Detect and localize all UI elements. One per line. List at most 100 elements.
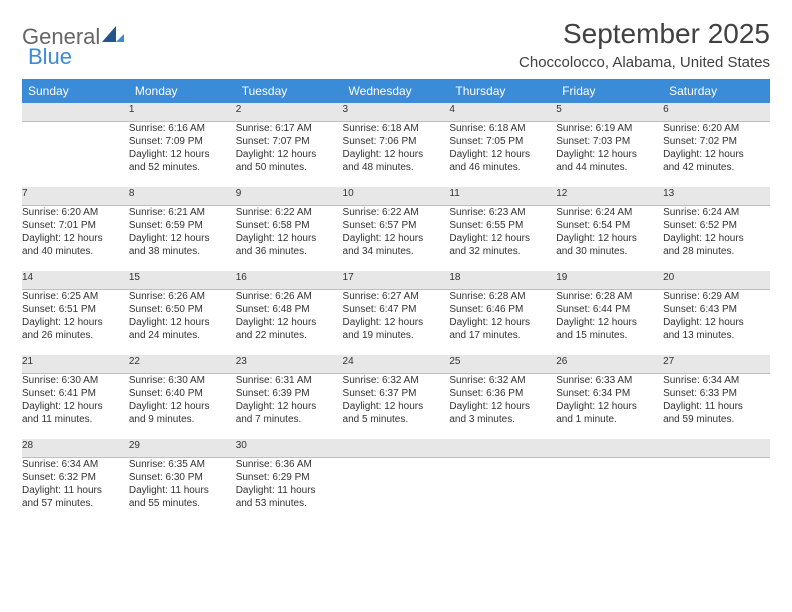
title-block: September 2025 Choccolocco, Alabama, Uni… [519,18,770,71]
day-info-line: Sunrise: 6:26 AM [129,290,236,303]
day-info-line: Daylight: 12 hours [236,400,343,413]
day-content-cell: Sunrise: 6:17 AMSunset: 7:07 PMDaylight:… [236,121,343,187]
day-content-row: Sunrise: 6:30 AMSunset: 6:41 PMDaylight:… [22,373,770,439]
day-content-cell: Sunrise: 6:25 AMSunset: 6:51 PMDaylight:… [22,289,129,355]
day-info-line: and 40 minutes. [22,245,129,258]
day-info-line: Sunset: 6:59 PM [129,219,236,232]
day-info-line: Sunset: 6:46 PM [449,303,556,316]
day-info-line: and 28 minutes. [663,245,770,258]
day-number-cell [22,103,129,121]
day-info-line: and 26 minutes. [22,329,129,342]
day-info-line: Daylight: 12 hours [129,232,236,245]
day-content-cell: Sunrise: 6:19 AMSunset: 7:03 PMDaylight:… [556,121,663,187]
day-content-cell [22,121,129,187]
day-info-line: and 42 minutes. [663,161,770,174]
location: Choccolocco, Alabama, United States [519,54,770,71]
day-info-line: Daylight: 12 hours [236,316,343,329]
day-number-cell: 25 [449,355,556,373]
day-info-line: and 55 minutes. [129,497,236,510]
day-info-line: Sunrise: 6:36 AM [236,458,343,471]
day-info-line: Daylight: 12 hours [22,316,129,329]
day-info-line: Sunset: 6:40 PM [129,387,236,400]
day-content-cell: Sunrise: 6:34 AMSunset: 6:32 PMDaylight:… [22,457,129,523]
day-number-cell: 30 [236,439,343,457]
day-number-cell: 6 [663,103,770,121]
day-number-cell: 16 [236,271,343,289]
day-info-line: Daylight: 12 hours [663,316,770,329]
day-info-line: Daylight: 12 hours [22,400,129,413]
day-info-line: Sunrise: 6:20 AM [663,122,770,135]
day-info-line: and 24 minutes. [129,329,236,342]
day-content-cell: Sunrise: 6:35 AMSunset: 6:30 PMDaylight:… [129,457,236,523]
day-info-line: Sunset: 6:43 PM [663,303,770,316]
day-info-line: Sunset: 7:07 PM [236,135,343,148]
day-content-cell: Sunrise: 6:20 AMSunset: 7:02 PMDaylight:… [663,121,770,187]
day-content-cell: Sunrise: 6:26 AMSunset: 6:50 PMDaylight:… [129,289,236,355]
day-info-line: Sunset: 6:57 PM [343,219,450,232]
day-content-cell: Sunrise: 6:28 AMSunset: 6:46 PMDaylight:… [449,289,556,355]
day-info-line: Sunrise: 6:27 AM [343,290,450,303]
day-info-line: Sunset: 6:37 PM [343,387,450,400]
day-info-line: Daylight: 12 hours [449,316,556,329]
day-info-line: and 34 minutes. [343,245,450,258]
day-info-line: and 48 minutes. [343,161,450,174]
day-info-line: Daylight: 12 hours [343,148,450,161]
day-info-line: Daylight: 12 hours [22,232,129,245]
day-number-cell: 7 [22,187,129,205]
day-info-line: Daylight: 12 hours [236,232,343,245]
day-info-line: Daylight: 12 hours [556,400,663,413]
day-content-cell: Sunrise: 6:30 AMSunset: 6:41 PMDaylight:… [22,373,129,439]
day-info-line: Sunset: 6:33 PM [663,387,770,400]
day-info-line: Sunset: 6:32 PM [22,471,129,484]
day-content-cell: Sunrise: 6:36 AMSunset: 6:29 PMDaylight:… [236,457,343,523]
day-info-line: Daylight: 11 hours [236,484,343,497]
weekday-header: Sunday [22,79,129,103]
day-info-line: and 52 minutes. [129,161,236,174]
calendar-table: SundayMondayTuesdayWednesdayThursdayFrid… [22,79,770,523]
day-info-line: and 17 minutes. [449,329,556,342]
day-number-cell: 5 [556,103,663,121]
day-info-line: and 15 minutes. [556,329,663,342]
day-info-line: Sunset: 6:36 PM [449,387,556,400]
day-info-line: and 9 minutes. [129,413,236,426]
day-content-cell: Sunrise: 6:24 AMSunset: 6:54 PMDaylight:… [556,205,663,271]
day-content-row: Sunrise: 6:20 AMSunset: 7:01 PMDaylight:… [22,205,770,271]
day-content-cell: Sunrise: 6:29 AMSunset: 6:43 PMDaylight:… [663,289,770,355]
day-info-line: and 46 minutes. [449,161,556,174]
day-number-row: 123456 [22,103,770,121]
day-content-cell [449,457,556,523]
day-info-line: Daylight: 12 hours [556,316,663,329]
day-info-line: Daylight: 12 hours [556,148,663,161]
day-info-line: Sunset: 6:39 PM [236,387,343,400]
day-number-cell: 1 [129,103,236,121]
day-info-line: Daylight: 12 hours [236,148,343,161]
day-number-cell: 22 [129,355,236,373]
day-content-cell: Sunrise: 6:18 AMSunset: 7:05 PMDaylight:… [449,121,556,187]
day-info-line: and 22 minutes. [236,329,343,342]
day-number-cell: 4 [449,103,556,121]
day-content-cell: Sunrise: 6:30 AMSunset: 6:40 PMDaylight:… [129,373,236,439]
day-content-cell: Sunrise: 6:24 AMSunset: 6:52 PMDaylight:… [663,205,770,271]
day-number-cell: 26 [556,355,663,373]
day-content-cell: Sunrise: 6:22 AMSunset: 6:57 PMDaylight:… [343,205,450,271]
calendar-header-row: SundayMondayTuesdayWednesdayThursdayFrid… [22,79,770,103]
day-info-line: Sunset: 6:30 PM [129,471,236,484]
day-number-row: 21222324252627 [22,355,770,373]
day-number-cell [343,439,450,457]
day-info-line: Sunset: 7:03 PM [556,135,663,148]
day-content-cell: Sunrise: 6:28 AMSunset: 6:44 PMDaylight:… [556,289,663,355]
day-info-line: Daylight: 12 hours [556,232,663,245]
day-info-line: and 36 minutes. [236,245,343,258]
day-info-line: Sunset: 6:29 PM [236,471,343,484]
day-info-line: Sunrise: 6:25 AM [22,290,129,303]
day-info-line: and 1 minute. [556,413,663,426]
day-number-cell: 3 [343,103,450,121]
day-number-cell: 20 [663,271,770,289]
day-content-cell [343,457,450,523]
day-number-cell [556,439,663,457]
day-info-line: Sunrise: 6:17 AM [236,122,343,135]
day-info-line: Sunset: 6:47 PM [343,303,450,316]
day-info-line: Sunrise: 6:34 AM [22,458,129,471]
day-info-line: and 11 minutes. [22,413,129,426]
day-info-line: Sunrise: 6:32 AM [449,374,556,387]
